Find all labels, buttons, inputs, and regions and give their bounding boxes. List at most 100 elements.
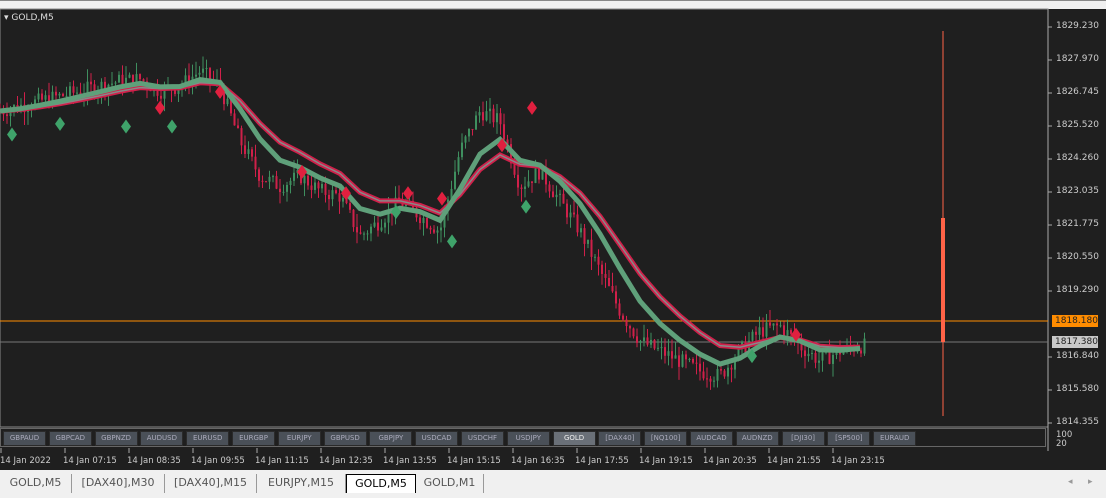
time-axis-label: 14 Jan 23:15 — [831, 456, 885, 466]
candle-body — [202, 68, 204, 73]
candle-body — [863, 338, 866, 354]
candle-body — [520, 187, 523, 189]
candle-body — [471, 128, 474, 130]
candle-body — [258, 169, 260, 181]
candle-body — [86, 81, 89, 94]
symbol-button-dax40[interactable]: [DAX40] — [598, 431, 642, 446]
candle-body — [223, 88, 225, 105]
tab-dax40m30[interactable]: [DAX40],M30 — [72, 474, 165, 493]
symbol-button-dji30[interactable]: [DJI30] — [781, 431, 825, 446]
candle-body — [328, 194, 330, 200]
candle-body — [499, 113, 502, 125]
time-axis-label: 14 Jan 17:55 — [575, 456, 629, 466]
symbol-button-eurusd[interactable]: EURUSD — [186, 431, 230, 446]
tab-goldm1[interactable]: GOLD,M1 — [416, 474, 484, 493]
sell-signal-diamond — [437, 191, 447, 206]
candle-body — [48, 95, 50, 106]
candle-body — [289, 180, 292, 185]
chart-window[interactable]: ▾ GOLD,M5 1829.230 1827.970 1826.745 1825.5… — [0, 0, 1106, 470]
symbol-button-usdjpy[interactable]: USDJPY — [506, 431, 550, 446]
chart-title[interactable]: ▾ GOLD,M5 — [4, 13, 54, 23]
scroll-right-icon[interactable]: ▸ — [1088, 477, 1093, 487]
candle-body — [195, 74, 197, 77]
candle-body — [188, 75, 190, 86]
candle-body — [279, 188, 281, 193]
candle-body — [433, 229, 435, 233]
symbol-button-usdcad[interactable]: USDCAD — [415, 431, 459, 446]
candle-body — [419, 217, 421, 224]
sell-signal-diamond — [215, 84, 225, 99]
bid-price-tag: 1817.380 — [1052, 336, 1098, 348]
buy-signal-diamond — [391, 204, 401, 219]
symbol-button-usdchf[interactable]: USDCHF — [461, 431, 504, 446]
candle-body — [762, 327, 764, 337]
candle-body — [517, 174, 519, 188]
candle-body — [541, 166, 544, 180]
fast-ma-line — [0, 76, 861, 367]
candle-body — [321, 183, 323, 189]
candle-body — [562, 193, 565, 204]
price-axis-label: 1829.230 — [1056, 21, 1099, 31]
symbol-button-gbpnzd[interactable]: GBPNZD — [94, 431, 138, 446]
tab-dax40m15[interactable]: [DAX40],M15 — [165, 474, 257, 493]
candle-body — [625, 319, 628, 327]
symbol-button-gbpaud[interactable]: GBPAUD — [3, 431, 46, 446]
candle-body — [692, 358, 694, 363]
candle-body — [58, 93, 61, 96]
time-axis-label: 14 Jan 15:15 — [447, 456, 501, 466]
candle-body — [268, 176, 271, 182]
tab-goldm5[interactable]: GOLD,M5 — [0, 474, 72, 493]
candle-body — [41, 93, 43, 100]
symbol-button-sp500[interactable]: [SP500] — [827, 431, 871, 446]
symbol-button-gold[interactable]: GOLD — [552, 431, 596, 446]
sell-signal-diamond — [791, 327, 801, 342]
symbol-button-audcad[interactable]: AUDCAD — [690, 431, 733, 446]
price-chart[interactable] — [0, 1, 1106, 471]
candle-body — [128, 74, 131, 78]
candle-body — [90, 81, 92, 85]
candle-body — [27, 110, 29, 113]
candle-body — [205, 68, 208, 70]
time-axis-label: 14 Jan 21:55 — [767, 456, 821, 466]
candle-body — [51, 91, 54, 106]
sell-signal-diamond — [497, 138, 507, 153]
symbol-button-audnzd[interactable]: AUDNZD — [735, 431, 779, 446]
symbol-button-euraud[interactable]: EURAUD — [873, 431, 917, 446]
symbol-button-nq100[interactable]: [NQ100] — [644, 431, 688, 446]
candle-body — [69, 86, 71, 96]
candle-body — [331, 190, 334, 200]
symbol-button-eurjpy[interactable]: EURJPY — [277, 431, 321, 446]
symbol-button-audusd[interactable]: AUDUSD — [140, 431, 184, 446]
candle-body — [464, 136, 467, 143]
symbol-button-gbpusd[interactable]: GBPUSD — [323, 431, 367, 446]
price-axis-label: 1816.840 — [1056, 351, 1099, 361]
scroll-left-icon[interactable]: ◂ — [1068, 477, 1073, 487]
candle-body — [114, 82, 117, 84]
candle-body — [716, 369, 719, 381]
window-top-strip — [0, 1, 1106, 9]
candle-body — [720, 369, 722, 371]
symbol-button-gbpcad[interactable]: GBPCAD — [48, 431, 92, 446]
symbol-button-eurgbp[interactable]: EURGBP — [232, 431, 275, 446]
tab-goldm5[interactable]: GOLD,M5 — [346, 474, 416, 493]
candle-body — [506, 139, 509, 145]
candle-body — [457, 157, 460, 172]
price-axis-label: 1819.290 — [1056, 285, 1099, 295]
candle-body — [426, 218, 428, 228]
candle-body — [821, 352, 824, 361]
candle-body — [324, 183, 327, 195]
candle-body — [293, 172, 295, 181]
price-axis-label: 1823.035 — [1056, 186, 1099, 196]
candle-body — [454, 171, 456, 189]
candle-body — [356, 227, 358, 233]
sell-signal-diamond — [403, 186, 413, 201]
candle-body — [643, 337, 645, 341]
sell-signal-diamond — [297, 164, 307, 179]
price-axis-label: 1825.520 — [1056, 120, 1099, 130]
candle-body — [699, 363, 701, 372]
candle-body — [440, 227, 442, 231]
candle-body — [429, 227, 432, 230]
candle-body — [65, 95, 68, 97]
symbol-button-gbpjpy[interactable]: GBPJPY — [369, 431, 413, 446]
tab-eurjpym15[interactable]: EURJPY,M15 — [257, 474, 346, 493]
